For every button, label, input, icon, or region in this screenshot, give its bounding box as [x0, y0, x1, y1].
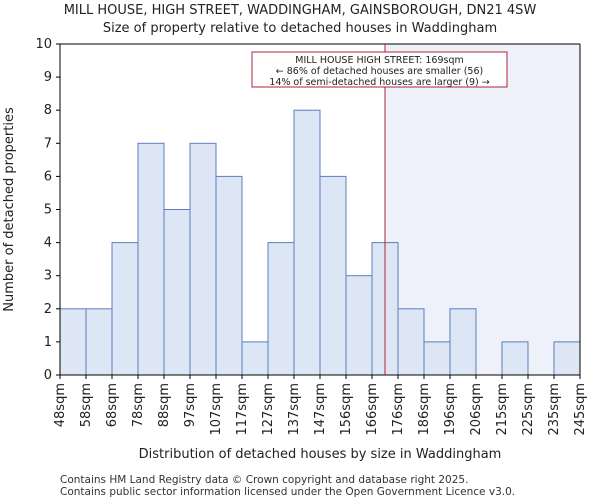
bar: [501, 341, 529, 376]
x-tick-label: 58sqm: [79, 383, 94, 427]
y-axis-label: Number of detached properties: [2, 107, 17, 312]
bar: [449, 308, 477, 376]
x-axis-label: Distribution of detached houses by size …: [139, 447, 502, 462]
x-tick-label: 186sqm: [417, 383, 432, 436]
bar: [397, 308, 425, 376]
x-tick-label: 127sqm: [261, 383, 276, 436]
y-tick-label: 3: [44, 269, 52, 284]
y-tick-label: 7: [44, 136, 52, 151]
bar: [215, 175, 243, 376]
y-tick-label: 1: [44, 335, 52, 350]
x-tick-label: 88sqm: [157, 383, 172, 427]
y-tick-label: 8: [44, 103, 52, 118]
x-tick-label: 78sqm: [131, 383, 146, 427]
footer-line-1: Contains HM Land Registry data © Crown c…: [60, 474, 469, 486]
x-tick-label: 137sqm: [287, 383, 302, 436]
bar: [189, 142, 217, 376]
bar: [59, 308, 87, 376]
y-tick-label: 4: [44, 236, 52, 251]
x-tick-label: 68sqm: [105, 383, 120, 427]
x-tick-label: 176sqm: [391, 383, 406, 436]
bar: [137, 142, 165, 376]
x-tick-label: 117sqm: [235, 383, 250, 436]
y-tick-label: 10: [35, 37, 52, 52]
x-tick-label: 156sqm: [339, 383, 354, 436]
x-tick-label: 48sqm: [53, 383, 68, 427]
annotation-box: [251, 51, 508, 88]
x-tick-label: 245sqm: [573, 383, 588, 436]
bar: [163, 209, 191, 376]
x-tick-label: 206sqm: [469, 383, 484, 436]
chart-title: MILL HOUSE, HIGH STREET, WADDINGHAM, GAI…: [63, 3, 537, 18]
bar: [423, 341, 451, 376]
y-tick-label: 2: [44, 302, 52, 317]
y-tick-label: 5: [44, 203, 52, 218]
annotation-line: 14% of semi-detached houses are larger (…: [269, 77, 489, 88]
annotation-line: ← 86% of detached houses are smaller (56…: [276, 66, 483, 77]
bar: [267, 242, 295, 376]
annotation-line: MILL HOUSE HIGH STREET: 169sqm: [295, 55, 464, 66]
bar: [85, 308, 113, 376]
x-tick-label: 235sqm: [547, 383, 562, 436]
x-tick-label: 225sqm: [521, 383, 536, 436]
x-tick-label: 196sqm: [443, 383, 458, 436]
y-tick-label: 0: [44, 368, 52, 383]
y-tick-label: 9: [44, 70, 52, 85]
x-tick-label: 166sqm: [365, 383, 380, 436]
bar: [293, 109, 321, 376]
x-tick-label: 97sqm: [183, 383, 198, 427]
bar: [553, 341, 581, 376]
x-tick-label: 107sqm: [209, 383, 224, 436]
y-tick-label: 6: [44, 169, 52, 184]
chart-subtitle: Size of property relative to detached ho…: [102, 21, 498, 36]
footer-line-2: Contains public sector information licen…: [60, 486, 516, 498]
bar: [345, 275, 373, 376]
x-tick-label: 147sqm: [313, 383, 328, 436]
bar: [241, 341, 269, 376]
bar: [111, 242, 139, 376]
bar: [319, 175, 347, 376]
x-tick-label: 215sqm: [495, 383, 510, 436]
